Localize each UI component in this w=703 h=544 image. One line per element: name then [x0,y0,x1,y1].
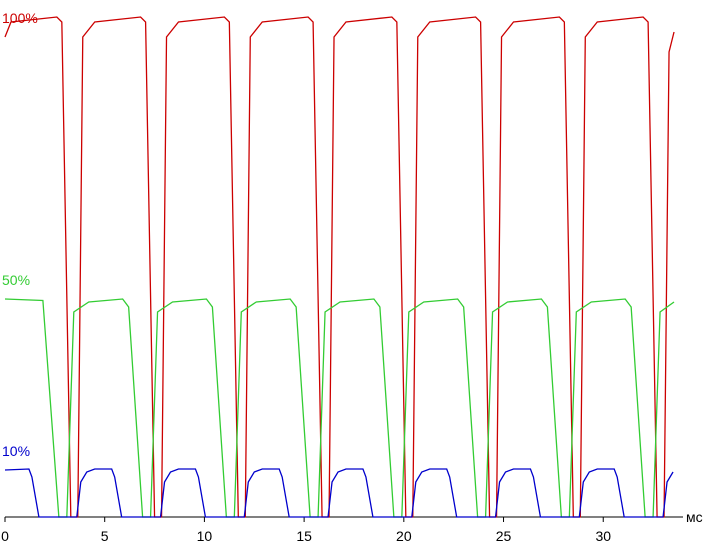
x-tick-label: 0 [1,528,9,544]
series-label: 50% [2,272,30,288]
x-axis-label: мс [686,509,703,525]
series-label: 10% [2,443,30,459]
series-line [4,298,675,518]
x-tick-label: 5 [101,528,109,544]
x-tick-label: 25 [496,528,512,544]
x-tick-label: 20 [396,528,412,544]
series-line [4,16,675,518]
x-tick-label: 15 [296,528,312,544]
series-line [4,468,674,518]
x-tick-label: 10 [197,528,213,544]
series-label: 100% [2,10,38,26]
x-tick-label: 30 [595,528,611,544]
